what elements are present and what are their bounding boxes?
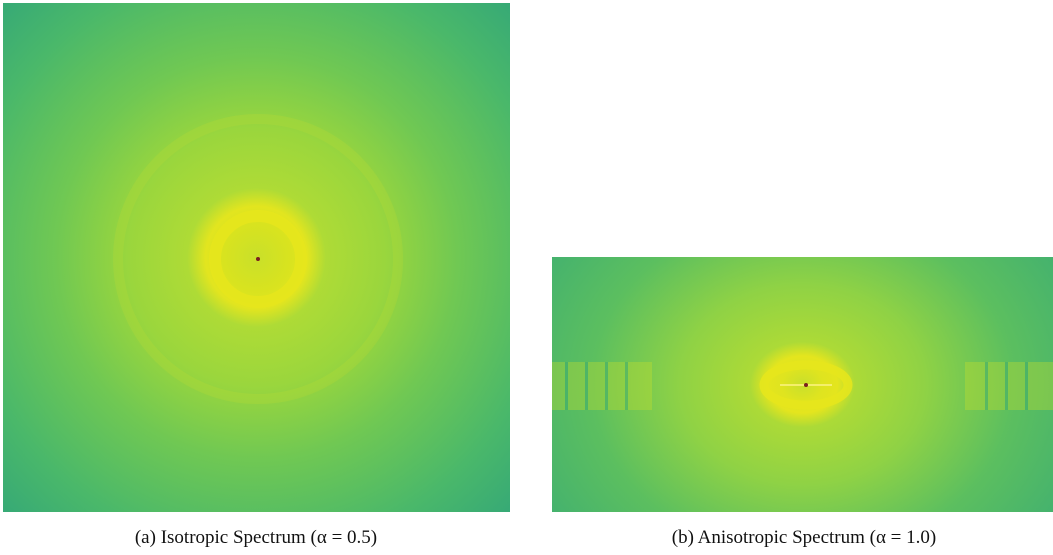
spectrum-ring [113,114,403,404]
caption: (a) Isotropic Spectrum (α = 0.5) [135,527,377,548]
caption: (b) Anisotropic Spectrum (α = 1.0) [672,527,936,548]
panel-b: (b) Anisotropic Spectrum (α = 1.0) [552,257,1053,548]
panel-a: (a) Isotropic Spectrum (α = 0.5) [3,3,510,548]
spectrum-ring [209,210,307,308]
center-dot [256,257,260,261]
spectrum-image [3,3,510,512]
spectrum-ring [759,360,853,410]
center-dot [804,383,808,387]
stripes [552,362,1053,410]
